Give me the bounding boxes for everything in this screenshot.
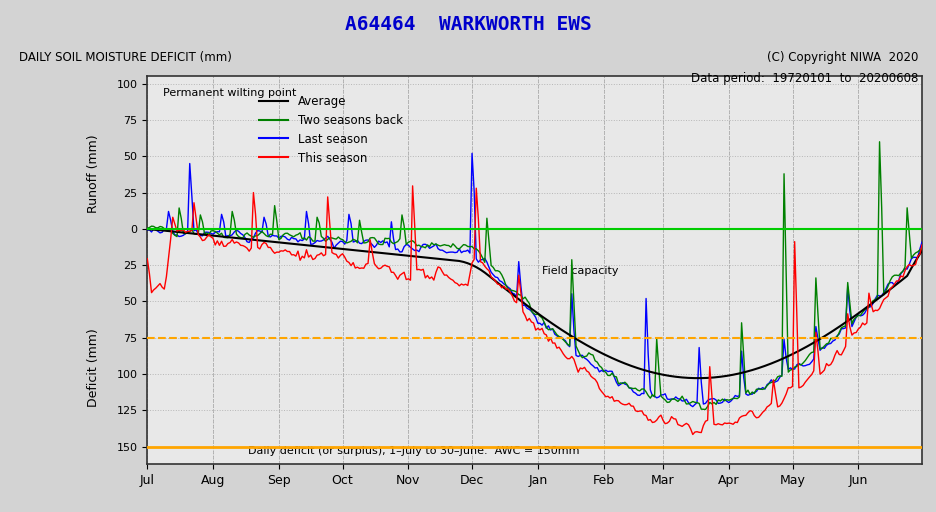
Text: Deficit (mm): Deficit (mm) — [86, 328, 99, 407]
Legend: Average, Two seasons back, Last season, This season: Average, Two seasons back, Last season, … — [254, 90, 407, 169]
Text: Runoff (mm): Runoff (mm) — [86, 134, 99, 212]
Text: Field capacity: Field capacity — [542, 266, 619, 276]
Text: A64464  WARKWORTH EWS: A64464 WARKWORTH EWS — [344, 15, 592, 34]
Text: Daily deficit (or surplus), 1–July to 30–June.  AWC = 150mm: Daily deficit (or surplus), 1–July to 30… — [248, 446, 578, 456]
Text: (C) Copyright NIWA  2020: (C) Copyright NIWA 2020 — [766, 51, 917, 64]
Text: Data period:  19720101  to  20200608: Data period: 19720101 to 20200608 — [690, 72, 917, 84]
Text: Permanent wilting point: Permanent wilting point — [163, 88, 296, 98]
Text: DAILY SOIL MOISTURE DEFICIT (mm): DAILY SOIL MOISTURE DEFICIT (mm) — [19, 51, 231, 64]
